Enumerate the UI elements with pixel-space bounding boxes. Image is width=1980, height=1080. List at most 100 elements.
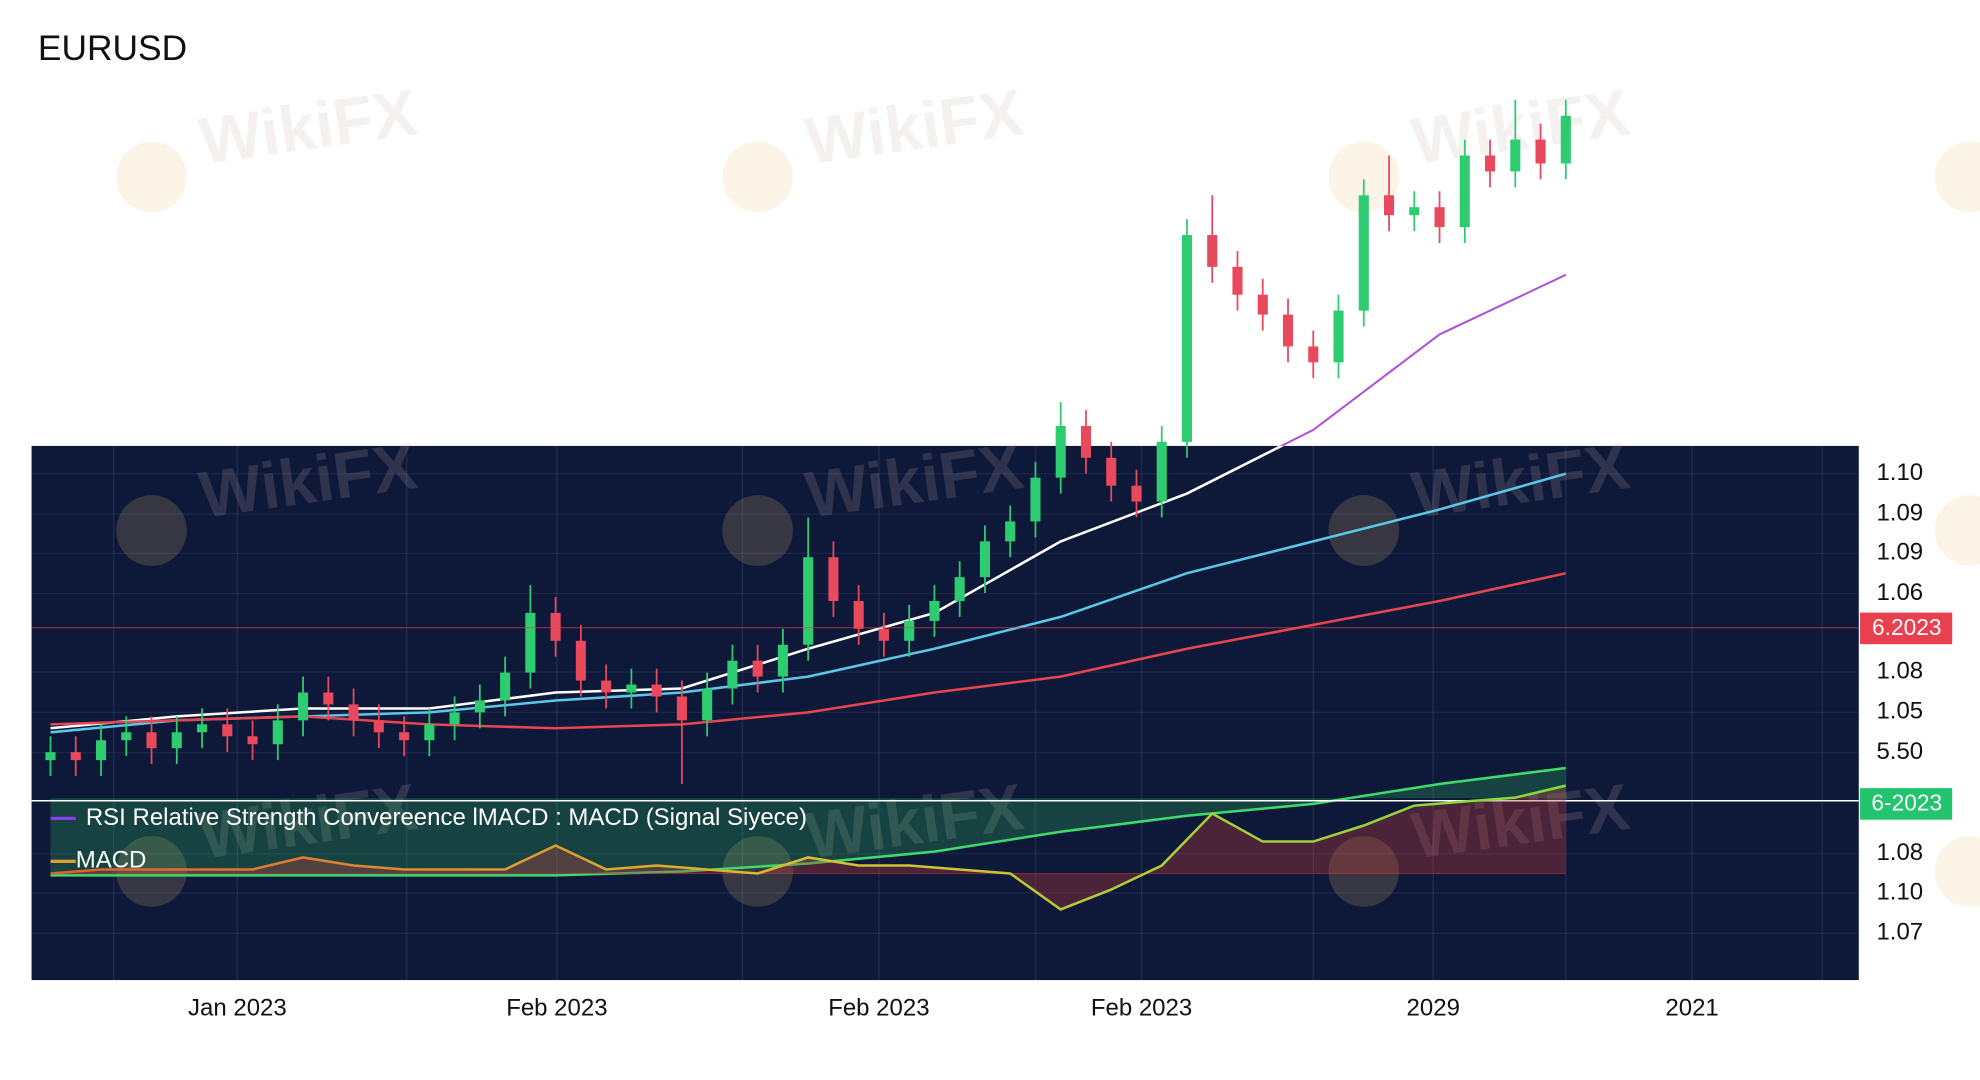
dark-panel [31, 445, 1859, 981]
y-axis-label: 1.08 [1876, 657, 1923, 684]
y-axis-label: 5.50 [1876, 738, 1923, 765]
y-axis-label: 1.09 [1876, 539, 1923, 566]
candle-body [1156, 441, 1167, 502]
candle-body [803, 557, 814, 645]
candle-body [1055, 425, 1066, 478]
candle-body [1080, 425, 1092, 458]
watermark-logo [116, 495, 187, 566]
candle-body [1207, 235, 1218, 267]
candle-body [1181, 235, 1193, 442]
y-axis-label: 1.06 [1876, 579, 1923, 606]
legend-label: MACD [76, 847, 147, 874]
candle-body [904, 620, 915, 641]
chart-title: EURUSD [38, 29, 187, 68]
candle-body [878, 628, 889, 641]
watermark-text: WikiFX [1407, 75, 1634, 178]
candle-body [222, 724, 233, 737]
watermark-text: WikiFX [801, 75, 1028, 178]
candle-body [1409, 207, 1420, 216]
watermark-logo [116, 141, 187, 213]
candle-body [626, 684, 637, 693]
candle-body [348, 704, 359, 721]
x-axis-label: Feb 2023 [506, 994, 607, 1021]
candle-body [1358, 195, 1369, 311]
candle-body [373, 720, 384, 733]
candle-body [121, 732, 132, 741]
candle-body [1257, 294, 1268, 315]
y-axis-label: 1.10 [1876, 878, 1923, 905]
candle-body [1232, 266, 1243, 295]
ma-line [50, 766, 1566, 877]
candle-body [575, 640, 586, 681]
candle-body [399, 732, 410, 741]
watermark-logo [1934, 141, 1980, 213]
candle-body [929, 600, 940, 621]
watermark-logo [722, 836, 794, 907]
grid [31, 445, 1859, 981]
watermark-logo [116, 836, 187, 907]
candle-body [1459, 155, 1470, 228]
candle-body [500, 672, 511, 701]
ma-line-above [1279, 273, 1567, 446]
x-axis-label: 2021 [1665, 994, 1718, 1021]
candle-body [651, 684, 662, 697]
y-axis-label: 1.07 [1876, 919, 1923, 946]
candle-body [146, 732, 157, 749]
candle-body [777, 644, 788, 677]
candle-body [1434, 207, 1445, 228]
price-badge-bg [1860, 612, 1953, 645]
candle-body [196, 724, 208, 733]
candle-body [702, 688, 713, 721]
watermark-logo [722, 141, 794, 213]
candle-body [323, 692, 334, 705]
candle-body [298, 692, 309, 721]
candle-body [1282, 314, 1294, 347]
candle-body [525, 612, 536, 673]
watermark-logo [1934, 495, 1980, 566]
watermark-logo [1328, 836, 1400, 907]
x-axis-label: Feb 2023 [828, 994, 929, 1021]
candle-body [95, 740, 107, 761]
candle-body [853, 600, 864, 629]
candle-body [550, 612, 561, 641]
macd-line [50, 784, 1567, 911]
y-axis-label: 1.09 [1876, 499, 1923, 526]
candle-body [954, 577, 965, 601]
candle-body [676, 696, 687, 721]
watermark-text: WikiFX [195, 75, 422, 178]
candle-body [247, 736, 258, 745]
x-axis-label: Jan 2023 [188, 994, 287, 1021]
candle-body [45, 752, 56, 761]
candle-body [601, 680, 612, 693]
macd-badge: 6-2023 [1871, 790, 1942, 816]
candle-body [1131, 485, 1142, 502]
x-axis-label: 2029 [1407, 994, 1460, 1021]
candle-body [727, 660, 738, 689]
watermark-logo [1328, 495, 1400, 566]
y-axis-label: 1.10 [1876, 459, 1923, 486]
candle-body [828, 557, 839, 601]
candle-body [1005, 521, 1016, 542]
candle-body [1106, 457, 1117, 486]
candle-body [424, 724, 435, 741]
x-axis-label: Feb 2023 [1091, 994, 1192, 1021]
candle-body [1510, 139, 1521, 172]
macd-area [50, 785, 1566, 910]
ma-area [50, 768, 1566, 876]
candle-body [449, 712, 460, 725]
candle-body [70, 752, 81, 761]
candle-body [272, 720, 283, 745]
candle-body [171, 732, 182, 749]
y-axis-label: 1.08 [1876, 839, 1923, 866]
candle-body [1560, 115, 1571, 164]
candle-body [1308, 346, 1319, 363]
candle-body [1383, 195, 1395, 216]
legend-label: RSI Relative Strength Convereence lMACD … [86, 804, 807, 831]
candle-body [752, 660, 763, 677]
candle-body [1030, 477, 1041, 522]
price-badge: 6.2023 [1872, 614, 1941, 640]
candle-body [474, 700, 485, 713]
y-axis-label: 1.05 [1876, 698, 1923, 725]
candle-body [1485, 155, 1496, 172]
